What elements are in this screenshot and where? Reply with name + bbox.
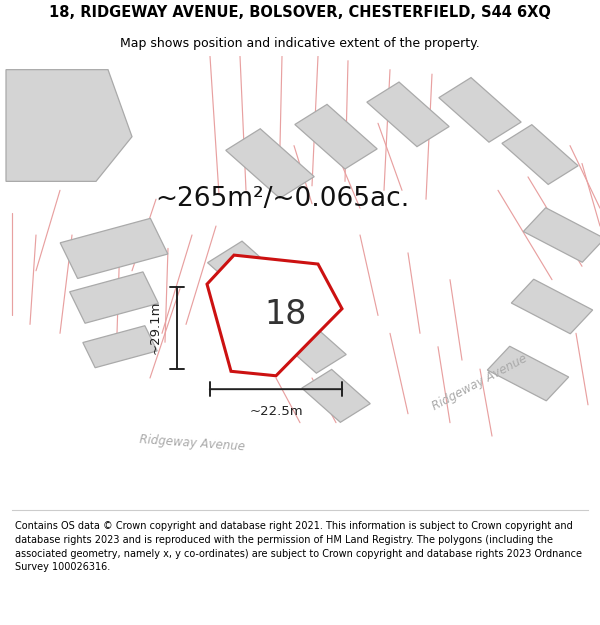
Polygon shape xyxy=(70,272,158,323)
Text: Ridgeway Avenue: Ridgeway Avenue xyxy=(139,432,245,453)
Text: ~29.1m: ~29.1m xyxy=(149,301,162,354)
Polygon shape xyxy=(439,78,521,142)
Polygon shape xyxy=(278,320,346,373)
Polygon shape xyxy=(83,326,157,367)
Polygon shape xyxy=(244,272,320,332)
Text: Contains OS data © Crown copyright and database right 2021. This information is : Contains OS data © Crown copyright and d… xyxy=(15,521,582,572)
Polygon shape xyxy=(302,369,370,423)
Polygon shape xyxy=(226,129,314,198)
Polygon shape xyxy=(295,104,377,169)
Polygon shape xyxy=(367,82,449,147)
Polygon shape xyxy=(207,255,342,376)
Polygon shape xyxy=(60,218,168,279)
Polygon shape xyxy=(208,241,284,301)
Text: Map shows position and indicative extent of the property.: Map shows position and indicative extent… xyxy=(120,38,480,51)
Text: 18: 18 xyxy=(265,298,307,331)
Polygon shape xyxy=(502,124,578,184)
Polygon shape xyxy=(6,69,132,181)
Text: Ridgeway Avenue: Ridgeway Avenue xyxy=(430,352,530,413)
Polygon shape xyxy=(523,208,600,262)
Text: ~265m²/~0.065ac.: ~265m²/~0.065ac. xyxy=(155,186,409,213)
Polygon shape xyxy=(511,279,593,334)
Text: ~22.5m: ~22.5m xyxy=(249,405,303,418)
Polygon shape xyxy=(487,346,569,401)
Text: 18, RIDGEWAY AVENUE, BOLSOVER, CHESTERFIELD, S44 6XQ: 18, RIDGEWAY AVENUE, BOLSOVER, CHESTERFI… xyxy=(49,5,551,20)
